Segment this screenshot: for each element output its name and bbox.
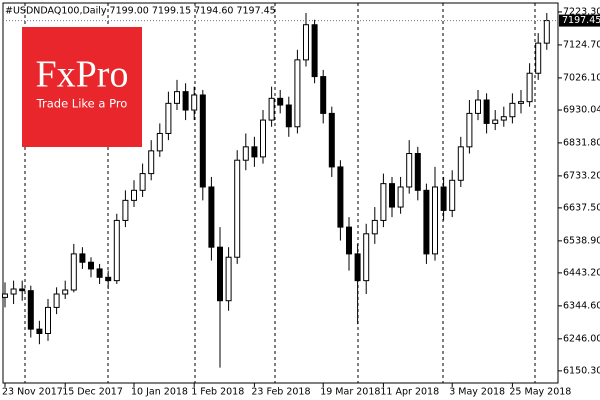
last-price-label: 7197.45 — [562, 15, 600, 26]
candle-body — [337, 166, 344, 228]
candle-body — [122, 199, 129, 221]
x-tick-label: 1 Feb 2018 — [191, 387, 244, 398]
candle-body — [131, 189, 137, 201]
x-tick-label: 10 Jan 2018 — [131, 387, 188, 398]
candle-body — [328, 112, 335, 168]
y-tick-label: 6831.80 — [563, 137, 600, 148]
candle-body — [156, 132, 163, 152]
candle-body — [199, 94, 206, 188]
x-tick-label: 11 Apr 2018 — [380, 387, 439, 398]
candle-body — [294, 59, 301, 128]
candle-body — [363, 233, 370, 282]
candle-body — [88, 261, 94, 270]
candle-body — [70, 253, 77, 291]
candle-body — [2, 293, 8, 298]
candle-body — [62, 289, 69, 295]
candle-body — [148, 150, 155, 175]
y-tick-label: 7026.10 — [563, 72, 600, 83]
candle-body — [535, 42, 542, 74]
candle-body — [440, 186, 447, 211]
candle-body — [45, 306, 51, 334]
candle-body — [500, 116, 507, 121]
x-tick-label: 23 Nov 2017 — [2, 387, 63, 398]
candle-body — [79, 253, 86, 263]
x-tick-label: 15 Dec 2017 — [62, 387, 123, 398]
candle-body — [251, 146, 258, 158]
candle-body — [518, 101, 524, 104]
chart-title: #USDNDAQ100,Daily 7199.00 7199.15 7194.6… — [5, 6, 276, 17]
x-tick-label: 3 May 2018 — [449, 387, 505, 398]
candle-body — [483, 99, 490, 124]
candle-body — [406, 153, 413, 188]
candle-body — [354, 253, 361, 282]
candle-body — [457, 146, 464, 181]
candle-body — [466, 112, 473, 148]
candle-body — [397, 186, 404, 208]
candle-body — [96, 268, 103, 278]
candle-body — [174, 91, 180, 104]
candle-body — [346, 226, 352, 255]
candle-body — [113, 219, 120, 282]
candle-body — [543, 20, 550, 44]
y-tick-label: 6930.04 — [563, 105, 600, 116]
y-tick-label: 6150.30 — [563, 365, 600, 376]
candle-body — [311, 24, 318, 78]
candle-body — [414, 153, 421, 191]
candle-body — [217, 246, 223, 302]
candle-body — [36, 328, 43, 334]
candle-body — [277, 97, 284, 106]
candle-body — [191, 94, 198, 111]
y-tick-label: 6443.20 — [563, 267, 600, 278]
logo-tagline: Trade Like a Pro — [36, 97, 128, 111]
logo-brand: FxPro — [36, 54, 129, 96]
candle-body — [475, 99, 481, 114]
candle-body — [182, 91, 189, 111]
candle-body — [380, 183, 387, 221]
last-price-box — [559, 14, 600, 27]
candle-body — [389, 183, 395, 208]
y-tick-label: 6733.20 — [563, 170, 600, 181]
candle-body — [320, 76, 327, 114]
candle-body — [53, 293, 60, 308]
plot-frame — [2, 2, 559, 384]
candle-body — [371, 219, 378, 235]
candle-body — [139, 173, 146, 191]
logo-box — [22, 27, 142, 147]
candle-body — [509, 102, 516, 118]
candle-body — [225, 256, 232, 302]
candle-body — [165, 102, 172, 134]
y-tick-label: 7223.30 — [563, 6, 600, 17]
x-tick-label: 25 May 2018 — [509, 387, 571, 398]
candle-body — [526, 72, 533, 103]
candle-body — [268, 97, 275, 121]
candle-body — [260, 119, 266, 158]
candle-body — [10, 288, 17, 295]
y-tick-label: 6538.90 — [563, 235, 600, 246]
candle-body — [432, 186, 438, 255]
candle-body — [208, 186, 215, 248]
x-tick-label: 19 Mar 2018 — [320, 387, 380, 398]
y-tick-label: 6637.50 — [563, 202, 600, 213]
candle-body — [105, 276, 112, 282]
candle-body — [449, 179, 456, 211]
x-tick-label: 23 Feb 2018 — [251, 387, 310, 398]
candle-body — [303, 24, 309, 61]
y-tick-label: 6246.00 — [563, 333, 600, 344]
candle-body — [423, 189, 430, 255]
candle-body — [242, 146, 249, 161]
candle-body — [19, 288, 26, 292]
candle-body — [285, 104, 292, 128]
y-tick-label: 7124.70 — [563, 39, 600, 50]
candle-body — [492, 119, 499, 124]
y-tick-label: 6344.60 — [563, 300, 600, 311]
candle-body — [234, 159, 241, 258]
candle-body — [27, 290, 34, 330]
